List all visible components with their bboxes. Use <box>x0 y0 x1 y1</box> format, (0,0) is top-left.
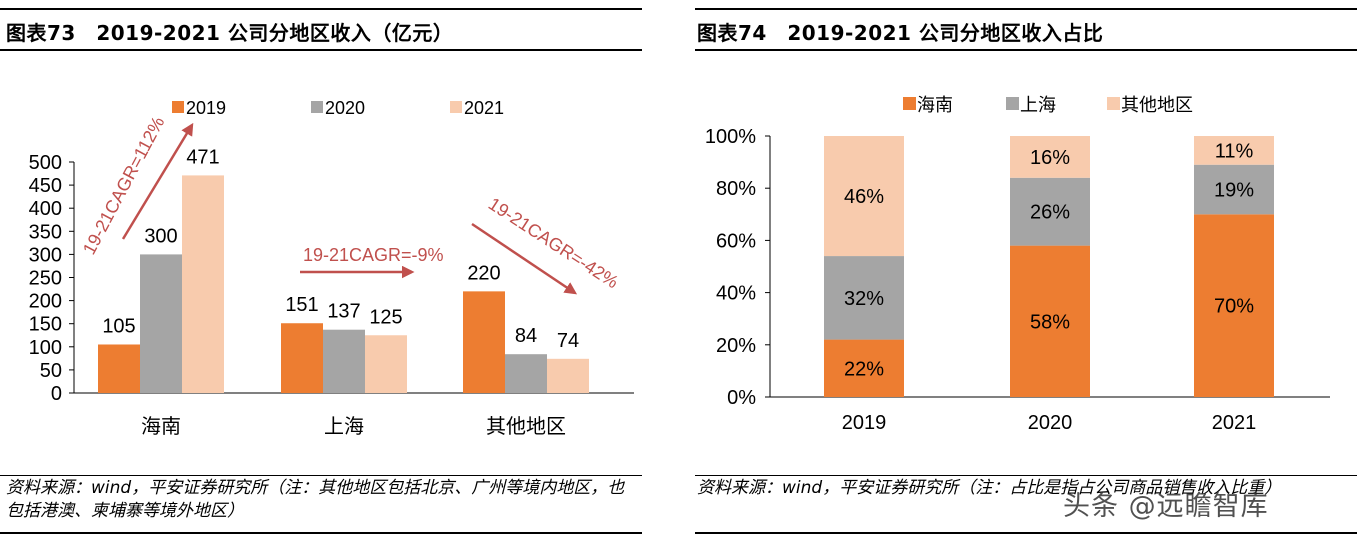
y-tick-label: 80% <box>716 178 756 200</box>
legend-swatch <box>1107 97 1120 110</box>
y-tick-label: 400 <box>29 198 62 220</box>
right-chart-panel: 图表74 2019-2021 公司分地区收入占比 0% 20% 40% 60% 80% 1… <box>695 0 1357 538</box>
x-tick-label: 2020 <box>1028 412 1073 434</box>
data-label: 151 <box>285 294 318 316</box>
y-tick-label: 0 <box>51 383 62 405</box>
source-rule <box>0 475 642 476</box>
legend-swatch-2021 <box>450 101 462 113</box>
stack-segment-海南 <box>824 339 904 397</box>
bar-2021 <box>365 335 407 393</box>
data-label: 125 <box>369 306 402 328</box>
legend-label: 海南 <box>917 95 953 116</box>
bar-2020 <box>505 354 547 393</box>
data-label: 220 <box>467 262 500 284</box>
title-rule <box>0 49 642 51</box>
data-label: 137 <box>327 301 360 323</box>
stack-segment-上海 <box>1194 164 1274 215</box>
data-label: 300 <box>144 225 177 247</box>
top-rule <box>695 8 1357 10</box>
top-rule <box>0 8 642 10</box>
stack-segment-海南 <box>1010 245 1090 397</box>
right-stacked-chart: 0% 20% 40% 60% 80% 100% 22% 32% 46% 2019 58% 26% 16%… <box>705 95 1330 434</box>
x-tick-label: 2021 <box>1212 412 1257 434</box>
stack-segment-上海 <box>824 256 904 340</box>
x-tick-label: 上海 <box>324 414 364 438</box>
y-tick-label: 500 <box>29 152 62 174</box>
y-tick-label: 150 <box>29 314 62 336</box>
legend-swatch-2019 <box>172 101 184 113</box>
x-tick-label: 海南 <box>141 414 181 438</box>
legend-swatch <box>903 97 916 110</box>
source-rule <box>695 475 1357 476</box>
cagr-label: 19-21CAGR=-9% <box>303 245 444 265</box>
bar-2019 <box>463 291 505 393</box>
bar-2020 <box>323 329 365 393</box>
data-label: 11% <box>1215 140 1254 162</box>
data-label: 471 <box>186 146 219 168</box>
bar-2020 <box>140 254 182 393</box>
stack-segment-其他地区 <box>1010 136 1090 178</box>
legend-label: 2020 <box>325 98 365 118</box>
left-bar-chart: 050100150200250300350400450500105300471海… <box>29 98 634 438</box>
bottom-rule <box>0 532 642 534</box>
y-tick-label: 200 <box>29 291 62 313</box>
y-tick-label: 0% <box>727 387 756 409</box>
y-tick-label: 20% <box>716 335 756 357</box>
data-label: 46% <box>844 186 884 208</box>
data-label: 74 <box>557 330 579 352</box>
y-tick-label: 100% <box>705 126 756 148</box>
y-tick-label: 450 <box>29 175 62 197</box>
chart-title: 图表73 2019-2021 公司分地区收入（亿元） <box>6 21 454 45</box>
bar-2021 <box>182 175 224 393</box>
bar-2019 <box>98 344 140 393</box>
y-tick-label: 60% <box>716 230 756 252</box>
data-label: 32% <box>844 288 884 310</box>
y-tick-label: 300 <box>29 244 62 266</box>
data-label: 16% <box>1030 147 1070 169</box>
data-label: 70% <box>1214 296 1254 318</box>
stack-segment-其他地区 <box>824 136 904 257</box>
cagr-arrow <box>471 222 578 295</box>
legend-swatch-2020 <box>311 101 323 113</box>
y-tick-label: 100 <box>29 337 62 359</box>
x-tick-label: 其他地区 <box>486 414 566 438</box>
bar-2021 <box>547 358 589 393</box>
stack-segment-海南 <box>1194 214 1274 397</box>
data-label: 26% <box>1030 202 1070 224</box>
legend-label: 2021 <box>464 98 504 118</box>
data-label: 105 <box>102 315 135 337</box>
y-tick-label: 250 <box>29 268 62 290</box>
data-label: 84 <box>515 325 537 347</box>
data-label: 22% <box>844 358 884 380</box>
watermark: 头条 @远瞻智库 <box>1063 491 1269 522</box>
legend-label: 2019 <box>186 98 226 118</box>
title-rule <box>695 49 1357 51</box>
cagr-arrow <box>121 122 194 240</box>
data-label: 19% <box>1214 180 1254 202</box>
legend-label: 上海 <box>1020 95 1056 116</box>
bar-2019 <box>281 323 323 393</box>
y-tick-label: 50 <box>40 360 62 382</box>
data-label: 58% <box>1030 311 1070 333</box>
legend-label: 其他地区 <box>1121 95 1193 116</box>
source-note: 资料来源：wind，平安证券研究所（注：占比是指占公司商品销售收入比重） <box>697 478 1282 498</box>
y-tick-label: 350 <box>29 221 62 243</box>
x-tick-label: 2019 <box>842 412 887 434</box>
stack-segment-上海 <box>1010 177 1090 246</box>
chart-title: 图表74 2019-2021 公司分地区收入占比 <box>697 21 1104 45</box>
stack-segment-其他地区 <box>1194 136 1274 165</box>
bottom-rule <box>695 532 1357 534</box>
left-chart-panel: 图表73 2019-2021 公司分地区收入（亿元） 0 50 100 150 200 2… <box>0 0 642 538</box>
source-note: 资料来源：wind，平安证券研究所（注：其他地区包括北京、广州等境内地区，也包括… <box>6 478 625 521</box>
y-tick-label: 40% <box>716 283 756 305</box>
legend-swatch <box>1006 97 1019 110</box>
